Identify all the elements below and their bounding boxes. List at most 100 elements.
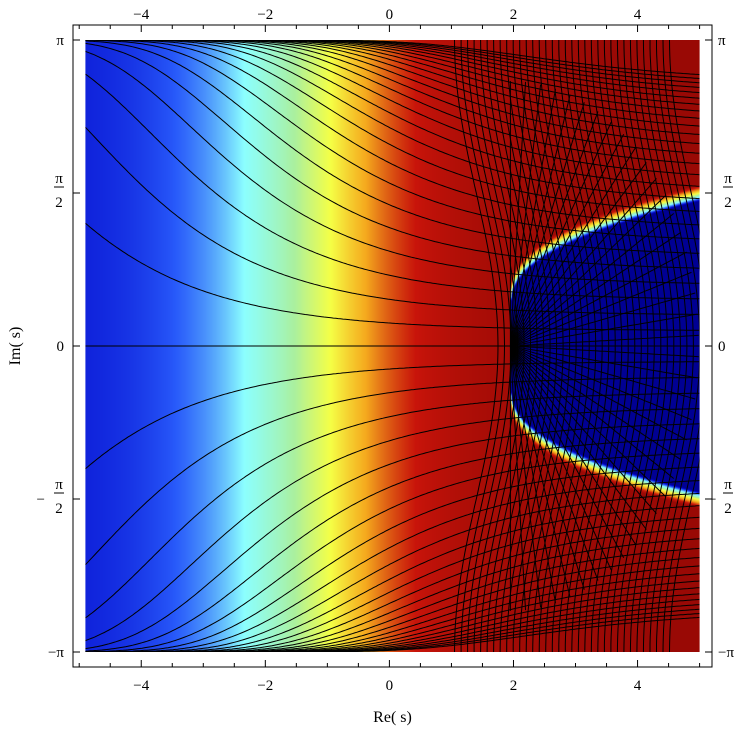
x-tick-label: −4 [133, 678, 149, 694]
y-tick-label: π [718, 33, 726, 49]
contour-line [85, 587, 700, 652]
y-tick-numerator: π [724, 477, 732, 493]
y-tick-label: 0 [57, 339, 65, 355]
contour-line [510, 345, 657, 514]
contour-line [610, 40, 655, 652]
x-tick-label: −4 [133, 7, 149, 23]
contour-line [85, 40, 700, 240]
contour-line [85, 392, 700, 619]
contour-line [85, 40, 700, 79]
contour-line [85, 40, 700, 84]
contour-line [509, 121, 612, 347]
contour-line [460, 40, 506, 652]
contour-line [510, 345, 675, 479]
contour-line [85, 423, 700, 650]
contour-line [532, 40, 577, 652]
contour-line [571, 40, 616, 652]
contour-line [629, 40, 675, 652]
contour-line [545, 40, 590, 652]
contour-line [662, 40, 700, 652]
y-tick-numerator: π [55, 477, 63, 493]
contour-line [510, 251, 687, 347]
contour-line [656, 40, 700, 652]
contour-line [509, 94, 571, 347]
contour-line [642, 40, 688, 652]
contour-line [85, 40, 700, 187]
contour-line [85, 40, 700, 105]
x-tick-label: 0 [386, 7, 394, 23]
contour-line [551, 40, 597, 652]
contour-line [85, 580, 700, 652]
x-tick-label: 0 [386, 678, 394, 694]
y-tick-denominator: 2 [55, 501, 63, 517]
contour-line [509, 345, 612, 571]
x-tick-label: 4 [634, 7, 642, 23]
contour-line [85, 547, 700, 652]
contour-line [577, 40, 623, 652]
contour-line [85, 466, 700, 652]
contour-line [85, 40, 700, 145]
contour-line [85, 40, 700, 76]
y-tick-label: 0 [718, 339, 726, 355]
contour-line [525, 40, 571, 652]
y-tick-label: −π [48, 645, 64, 661]
contour-line [85, 377, 700, 566]
contour-line [509, 102, 585, 347]
y-tick-numerator: π [55, 171, 63, 187]
contour-line [85, 126, 700, 315]
y-tick-label: π [56, 33, 64, 49]
contour-line [509, 345, 585, 590]
contour-line [538, 40, 584, 652]
contour-line [85, 40, 700, 88]
contour-line [85, 505, 700, 652]
contour-line [85, 608, 700, 652]
contour-line [509, 345, 599, 581]
contour-line [85, 598, 700, 652]
contour-line [564, 40, 610, 652]
contour-line [597, 40, 642, 652]
x-tick-label: −2 [257, 7, 273, 23]
y-tick-numerator: π [724, 171, 732, 187]
contour-line [509, 345, 526, 611]
contour-line [510, 231, 682, 347]
contour-line [85, 40, 700, 254]
contour-line [512, 40, 558, 652]
contour-line [473, 40, 519, 652]
contour-line [85, 438, 700, 652]
y-tick-denominator: 2 [724, 501, 732, 517]
contour-line [480, 40, 525, 652]
contour-line [509, 345, 571, 598]
contour-line [510, 292, 696, 347]
contour-line [558, 40, 603, 652]
contour-line [506, 40, 551, 652]
contour-line [85, 40, 700, 200]
contour-line [85, 492, 700, 652]
contour-line [85, 452, 700, 652]
contour-line [467, 40, 512, 652]
contour-line [519, 40, 564, 652]
x-tick-label: 4 [634, 678, 642, 694]
contour-line [510, 345, 696, 400]
contour-line [509, 162, 647, 347]
contour-line [85, 480, 700, 652]
x-tick-label: 2 [510, 678, 518, 694]
contour-line [636, 40, 681, 652]
contour-line [85, 40, 700, 226]
contour-line [85, 40, 700, 94]
y-tick-denominator: 2 [55, 195, 63, 211]
contour-lines [85, 40, 700, 652]
contour-line [590, 40, 636, 652]
contour-line [510, 345, 687, 441]
contour-line [510, 178, 657, 347]
y-tick-sign: − [708, 492, 716, 508]
contour-line [499, 40, 545, 652]
contour-line [85, 42, 700, 269]
contour-line [85, 40, 700, 99]
contour-line [85, 40, 700, 119]
x-tick-label: 2 [510, 7, 518, 23]
contour-line [603, 40, 649, 652]
y-axis-label: Im( s) [7, 327, 24, 366]
x-axis-label: Re( s) [373, 709, 412, 726]
